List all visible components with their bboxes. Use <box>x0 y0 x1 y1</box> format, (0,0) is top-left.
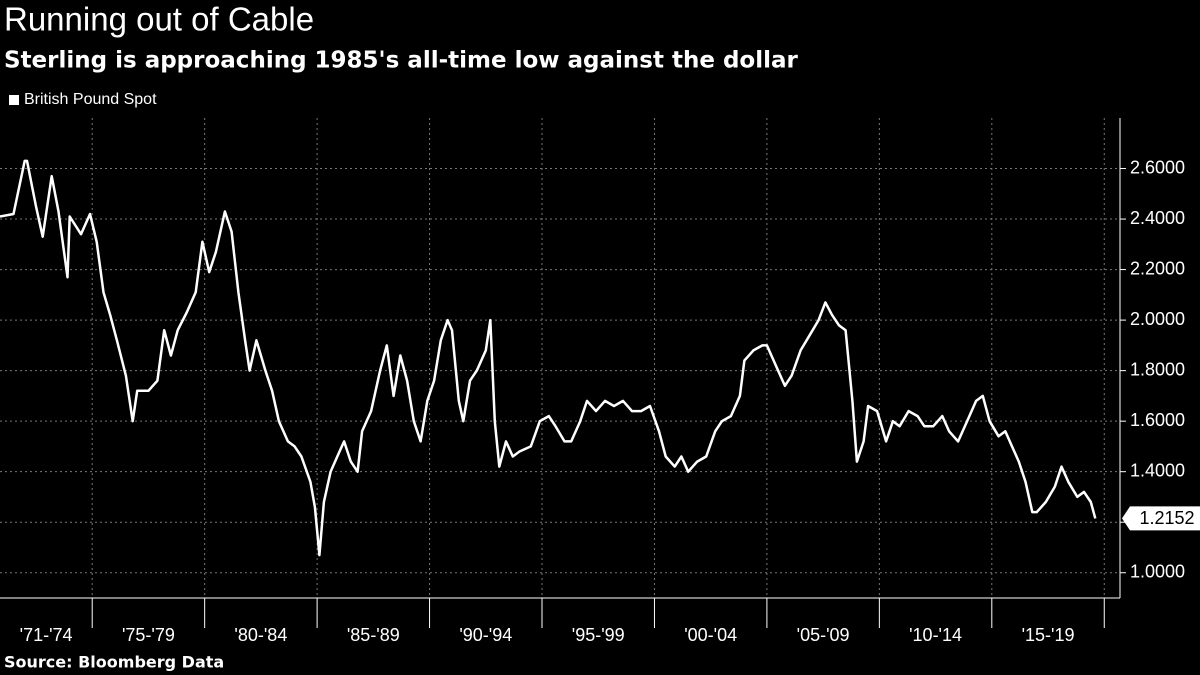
x-period-label: '85-'89 <box>347 625 400 645</box>
x-period-label: '15-'19 <box>1022 625 1075 645</box>
series-line <box>0 159 1097 557</box>
x-period-label: '10-'14 <box>909 625 962 645</box>
y-tick-label: 2.6000 <box>1130 157 1185 177</box>
source: Source: Bloomberg Data <box>4 653 224 672</box>
y-tick-label: 1.4000 <box>1130 460 1185 480</box>
x-period-label: '80-'84 <box>234 625 287 645</box>
y-tick-label: 1.8000 <box>1130 359 1185 379</box>
y-tick-label: 2.2000 <box>1130 258 1185 278</box>
x-period-label: '90-'94 <box>459 625 512 645</box>
last-value-label: 1.2152 <box>1139 508 1194 528</box>
y-tick-label: 1.0000 <box>1130 561 1185 581</box>
x-period-label: '71-'74 <box>20 625 73 645</box>
x-period-label: '00-'04 <box>684 625 737 645</box>
legend-swatch <box>9 95 19 105</box>
y-tick-label: 1.6000 <box>1130 410 1185 430</box>
last-value-box <box>1122 506 1200 531</box>
x-period-label: '95-'99 <box>572 625 625 645</box>
chart-subtitle: Sterling is approaching 1985's all-time … <box>4 48 799 74</box>
x-period-label: '75-'79 <box>122 625 175 645</box>
y-tick-label: 2.0000 <box>1130 309 1185 329</box>
x-period-label: '05-'09 <box>797 625 850 645</box>
chart-title: Running out of Cable <box>4 1 314 38</box>
y-tick-label: 2.4000 <box>1130 208 1185 228</box>
legend-label: British Pound Spot <box>24 91 157 108</box>
